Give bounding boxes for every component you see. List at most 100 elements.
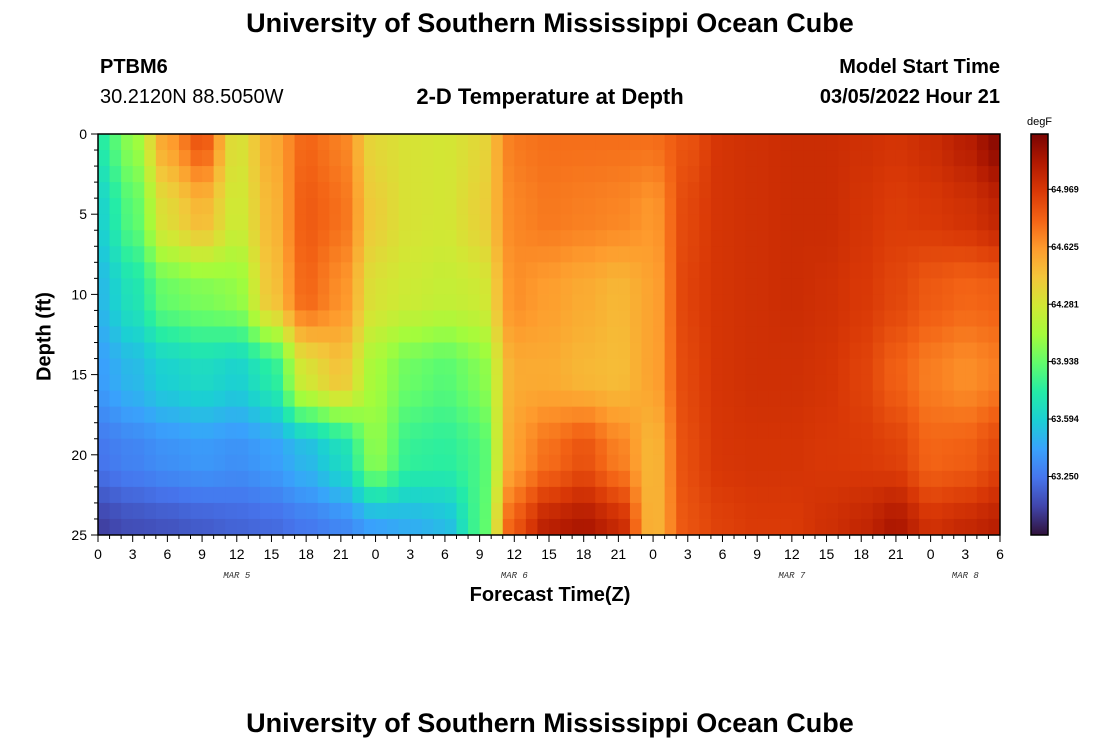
heatmap-cell — [849, 454, 862, 472]
heatmap-cell — [421, 518, 434, 535]
heatmap-cell — [236, 358, 249, 376]
heatmap-cell — [884, 262, 897, 279]
heatmap-cell — [456, 278, 469, 295]
heatmap-cell — [375, 182, 388, 199]
heatmap-cell — [919, 214, 932, 231]
heatmap-cell — [537, 182, 550, 199]
heatmap-cell — [572, 214, 585, 231]
heatmap-cell — [132, 326, 145, 344]
heatmap-cell — [236, 166, 249, 183]
heatmap-cell — [942, 518, 955, 535]
heatmap-cell — [283, 390, 296, 408]
heatmap-cell — [375, 310, 388, 328]
heatmap-cell — [826, 182, 839, 199]
heatmap-cell — [317, 326, 330, 344]
x-tick-label: 18 — [853, 546, 869, 562]
heatmap-cell — [202, 230, 215, 247]
heatmap-cell — [953, 518, 966, 535]
heatmap-cell — [583, 390, 596, 408]
heatmap-cell — [375, 486, 388, 504]
heatmap-cell — [98, 470, 111, 488]
heatmap-cell — [502, 230, 515, 247]
heatmap-cell — [537, 406, 550, 424]
heatmap-cell — [595, 310, 608, 328]
heatmap-cell — [398, 294, 411, 312]
heatmap-cell — [363, 502, 377, 520]
heatmap-cell — [606, 294, 619, 312]
heatmap-cell — [629, 358, 643, 376]
heatmap-cell — [352, 422, 365, 440]
heatmap-cell — [479, 518, 492, 535]
heatmap-cell — [294, 422, 307, 440]
heatmap-cell — [502, 166, 515, 183]
colorbar-tick-label: 63.250 — [1051, 472, 1079, 482]
heatmap-cell — [884, 246, 897, 263]
heatmap-cell — [919, 182, 932, 199]
heatmap-cell — [468, 342, 481, 360]
heatmap-cell — [155, 406, 168, 424]
heatmap-cell — [283, 438, 296, 456]
heatmap-cell — [421, 150, 434, 167]
heatmap-cell — [456, 134, 469, 151]
heatmap-cell — [965, 374, 978, 392]
heatmap-cell — [942, 278, 955, 295]
heatmap-cell — [259, 390, 273, 408]
heatmap-cell — [132, 214, 145, 231]
heatmap-cell — [421, 246, 434, 263]
heatmap-cell — [98, 390, 111, 408]
heatmap-cell — [537, 454, 550, 472]
heatmap-cell — [294, 198, 307, 215]
heatmap-cell — [780, 310, 793, 328]
heatmap-cell — [953, 134, 966, 151]
heatmap-cell — [572, 502, 585, 520]
heatmap-cell — [884, 438, 897, 456]
heatmap-cell — [907, 262, 920, 279]
heatmap-cell — [861, 422, 874, 440]
heatmap-cell — [919, 134, 932, 151]
heatmap-cell — [814, 470, 828, 488]
heatmap-cell — [780, 502, 793, 520]
heatmap-cell — [352, 150, 365, 167]
heatmap-cell — [433, 166, 446, 183]
heatmap-cell — [549, 326, 562, 344]
heatmap-cell — [907, 166, 920, 183]
heatmap-cell — [352, 470, 365, 488]
heatmap-cell — [109, 262, 122, 279]
heatmap-cell — [942, 262, 955, 279]
x-tick-label: 21 — [333, 546, 349, 562]
heatmap-cell — [502, 246, 515, 263]
heatmap-cell — [780, 406, 793, 424]
heatmap-cell — [190, 230, 203, 247]
heatmap-cell — [363, 518, 377, 535]
heatmap-cell — [225, 326, 238, 344]
heatmap-cell — [687, 518, 700, 535]
heatmap-cell — [502, 134, 515, 151]
heatmap-cell — [352, 278, 365, 295]
heatmap-cell — [387, 502, 400, 520]
heatmap-cell — [456, 390, 469, 408]
heatmap-cell — [98, 150, 111, 167]
heatmap-cell — [791, 182, 805, 199]
heatmap-cell — [363, 390, 377, 408]
heatmap-cell — [676, 278, 689, 295]
heatmap-cell — [942, 310, 955, 328]
heatmap-cell — [259, 134, 273, 151]
heatmap-cell — [780, 326, 793, 344]
heatmap-cell — [502, 150, 515, 167]
heatmap-cell — [653, 134, 666, 151]
heatmap-cell — [664, 454, 677, 472]
heatmap-cell — [502, 294, 515, 312]
heatmap-cell — [930, 134, 943, 151]
heatmap-cell — [629, 374, 643, 392]
heatmap-cell — [953, 214, 966, 231]
heatmap-cell — [965, 518, 978, 535]
heatmap-cell — [468, 278, 481, 295]
heatmap-cell — [884, 518, 897, 535]
heatmap-cell — [919, 502, 932, 520]
heatmap-cell — [849, 310, 862, 328]
heatmap-cell — [895, 246, 909, 263]
heatmap-cell — [595, 166, 608, 183]
heatmap-cell — [271, 342, 284, 360]
heatmap-cell — [329, 502, 342, 520]
